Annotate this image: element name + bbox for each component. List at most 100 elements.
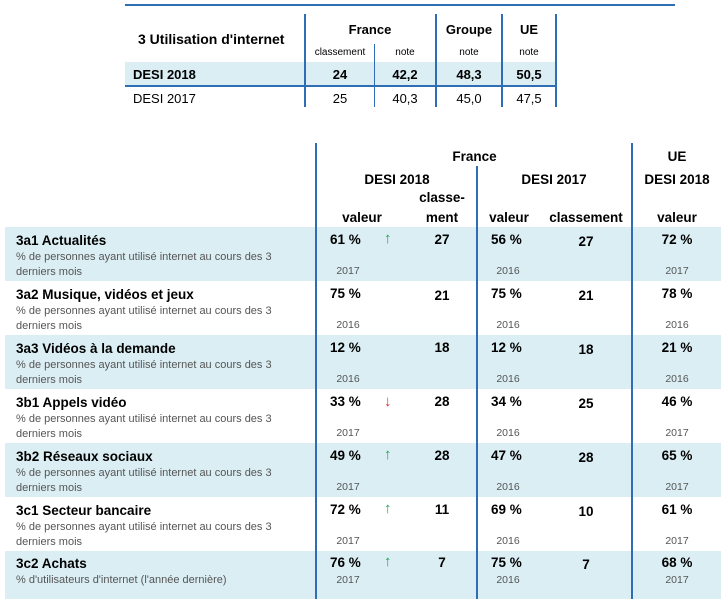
summary-row-label: DESI 2017 xyxy=(133,91,196,106)
summary-row-divider xyxy=(125,85,557,87)
summary-france-note: 40,3 xyxy=(392,91,418,106)
rank-2018: 21 xyxy=(434,288,450,303)
header-classement-2018-b: ment xyxy=(425,210,459,225)
year-ue: 2017 xyxy=(665,427,689,439)
indicator-desc: % de personnes ayant utilisé internet au… xyxy=(16,413,272,440)
year-2018: 2016 xyxy=(336,373,360,385)
value-2018: 76 % xyxy=(330,555,361,570)
indicator-desc: % d'utilisateurs d'internet (l'année der… xyxy=(16,574,227,586)
indicator-title: 3a1 Actualités xyxy=(16,233,107,248)
value-2017: 75 % xyxy=(491,555,522,570)
year-2018: 2016 xyxy=(336,319,360,331)
rank-2018: 7 xyxy=(438,555,446,570)
indicator-row: 3a2 Musique, vidéos et jeux % de personn… xyxy=(0,281,725,335)
rank-2017: 27 xyxy=(578,234,594,249)
indicator-title: 3b1 Appels vidéo xyxy=(16,395,127,410)
value-ue: 46 % xyxy=(661,394,693,409)
value-2018: 33 % xyxy=(330,394,361,409)
year-2018: 2017 xyxy=(336,265,360,277)
year-2017: 2016 xyxy=(496,427,520,439)
indicator-title: 3c1 Secteur bancaire xyxy=(16,503,152,518)
indicator-row: 3a3 Vidéos à la demande % de personnes a… xyxy=(0,335,725,389)
year-2017: 2016 xyxy=(496,373,520,385)
row-bg-1 xyxy=(5,227,721,281)
header-valeur-2018: valeur xyxy=(342,210,382,225)
rank-2017: 28 xyxy=(578,450,594,465)
rank-2017: 18 xyxy=(578,342,594,357)
year-ue: 2017 xyxy=(665,481,689,493)
summary-header-ue: UE xyxy=(519,22,539,37)
summary-groupe-note: 48,3 xyxy=(456,67,482,82)
value-2017: 34 % xyxy=(491,394,522,409)
year-2017: 2016 xyxy=(496,574,520,586)
year-2017: 2016 xyxy=(496,535,520,547)
year-2017: 2016 xyxy=(496,481,520,493)
rank-2018: 11 xyxy=(434,502,450,517)
trend-up-icon: ↑ xyxy=(384,500,392,517)
summary-france-note: 42,2 xyxy=(392,67,418,82)
year-2018: 2017 xyxy=(336,535,360,547)
main-vrule-2017 xyxy=(476,166,478,599)
rank-2018: 27 xyxy=(434,232,450,247)
value-ue: 72 % xyxy=(661,232,693,247)
rank-2018: 18 xyxy=(434,340,450,355)
row-bg-3 xyxy=(5,335,721,389)
year-ue: 2016 xyxy=(665,319,689,331)
value-2018: 12 % xyxy=(330,340,361,355)
value-ue: 68 % xyxy=(661,555,693,570)
indicator-row: 3b2 Réseaux sociaux % de personnes ayant… xyxy=(0,443,725,497)
value-2017: 12 % xyxy=(491,340,522,355)
indicator-desc: % de personnes ayant utilisé internet au… xyxy=(16,305,272,332)
summary-ue-note: 50,5 xyxy=(516,67,542,82)
year-ue: 2017 xyxy=(665,574,689,586)
indicator-desc: % de personnes ayant utilisé internet au… xyxy=(16,467,272,494)
rank-2017: 10 xyxy=(578,504,594,519)
indicator-row: 3c2 Achats % d'utilisateurs d'internet (… xyxy=(0,551,725,599)
row-bg-7 xyxy=(5,551,721,599)
summary-header-france: France xyxy=(348,22,392,37)
summary-sub-note-france: note xyxy=(395,47,415,58)
rank-2017: 21 xyxy=(578,288,594,303)
row-bg-5 xyxy=(5,443,721,497)
main-vrule-france xyxy=(315,143,317,599)
header-ue-desi2018: DESI 2018 xyxy=(644,172,710,187)
summary-vrule xyxy=(374,44,375,107)
value-ue: 78 % xyxy=(661,286,693,301)
summary-vrule xyxy=(435,14,437,107)
summary-vrule xyxy=(555,14,557,107)
summary-sub-note-ue: note xyxy=(519,47,539,58)
summary-vrule xyxy=(304,14,306,107)
summary-rank: 25 xyxy=(332,91,348,106)
indicator-row: 3a1 Actualités % de personnes ayant util… xyxy=(0,227,725,281)
summary-sub-note-groupe: note xyxy=(459,47,479,58)
value-2017: 47 % xyxy=(491,448,522,463)
year-ue: 2017 xyxy=(665,535,689,547)
header-classement-2017: classement xyxy=(549,210,623,225)
year-2018: 2017 xyxy=(336,574,360,586)
year-ue: 2016 xyxy=(665,373,689,385)
header-valeur-2017: valeur xyxy=(489,210,529,225)
indicator-title: 3b2 Réseaux sociaux xyxy=(16,449,153,464)
indicator-desc: % de personnes ayant utilisé internet au… xyxy=(16,359,272,386)
year-2018: 2017 xyxy=(336,481,360,493)
indicator-title: 3a2 Musique, vidéos et jeux xyxy=(16,287,194,302)
trend-up-icon: ↑ xyxy=(384,230,392,247)
year-2017: 2016 xyxy=(496,265,520,277)
header-desi2018: DESI 2018 xyxy=(364,172,430,187)
indicator-desc: % de personnes ayant utilisé internet au… xyxy=(16,521,272,548)
year-ue: 2017 xyxy=(665,265,689,277)
summary-sub-classement: classement xyxy=(314,47,366,58)
value-2018: 49 % xyxy=(330,448,361,463)
rank-2017: 25 xyxy=(578,396,594,411)
header-desi2017: DESI 2017 xyxy=(521,172,587,187)
value-ue: 21 % xyxy=(661,340,693,355)
indicator-row: 3c1 Secteur bancaire % de personnes ayan… xyxy=(0,497,725,551)
trend-up-icon: ↑ xyxy=(384,553,392,570)
value-2018: 72 % xyxy=(330,502,361,517)
header-ue-valeur: valeur xyxy=(657,210,697,225)
year-2017: 2016 xyxy=(496,319,520,331)
trend-up-icon: ↑ xyxy=(384,446,392,463)
rank-2018: 28 xyxy=(434,394,450,409)
indicator-row: 3b1 Appels vidéo % de personnes ayant ut… xyxy=(0,389,725,443)
value-ue: 61 % xyxy=(661,502,693,517)
